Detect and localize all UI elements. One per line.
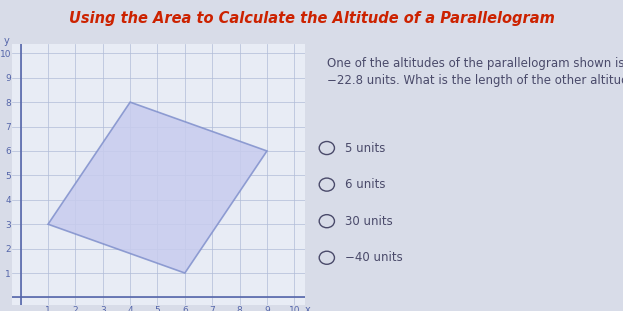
Text: y: y [4, 36, 10, 46]
Text: Using the Area to Calculate the Altitude of a Parallelogram: Using the Area to Calculate the Altitude… [69, 11, 554, 26]
Text: x: x [305, 305, 311, 311]
Text: One of the altitudes of the parallelogram shown is
−22.8 units. What is the leng: One of the altitudes of the parallelogra… [327, 57, 623, 86]
Text: −40 units: −40 units [345, 251, 403, 264]
Text: 6 units: 6 units [345, 178, 386, 191]
Polygon shape [48, 102, 267, 273]
Text: 30 units: 30 units [345, 215, 393, 228]
Text: 5 units: 5 units [345, 142, 386, 155]
